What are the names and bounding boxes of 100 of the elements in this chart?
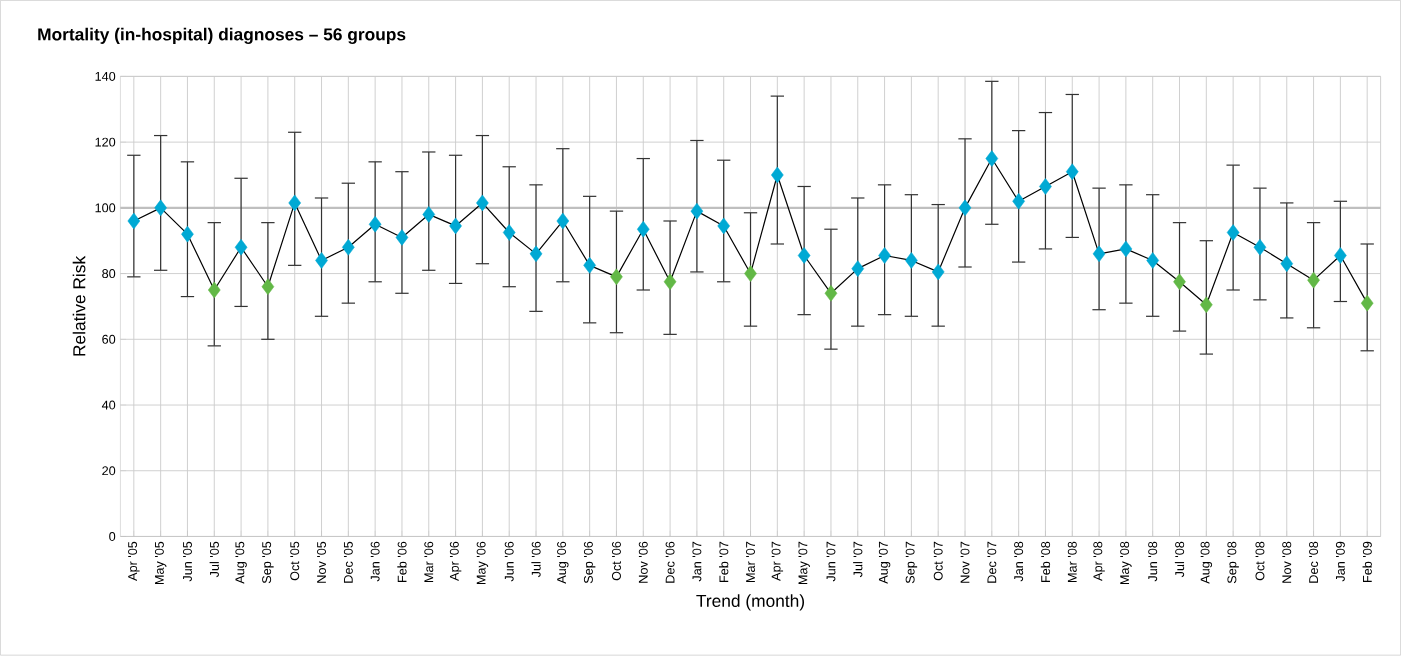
x-tick-label: Jan '09: [1335, 542, 1345, 582]
x-tick-label: May '06: [476, 541, 489, 585]
y-tick-label: 40: [101, 400, 116, 410]
x-tick-label: Apr '06: [449, 541, 462, 582]
x-tick-label: Feb '09: [1362, 542, 1372, 583]
x-tick-label: Nov '08: [1282, 541, 1292, 583]
point: [1173, 273, 1186, 291]
point: [610, 268, 623, 286]
point: [717, 217, 730, 235]
x-tick-label: Sep '05: [262, 541, 274, 584]
x-tick-label: Nov '06: [638, 541, 648, 583]
x-tick-label: Feb '08: [1040, 541, 1051, 583]
x-tick-label: Jun '06: [504, 541, 514, 582]
point: [181, 226, 194, 243]
x-tick-label: Nov '07: [960, 542, 970, 583]
point: [1039, 178, 1052, 195]
x-tick-label: Jul '06: [531, 541, 541, 578]
y-tick-label: 20: [102, 466, 116, 476]
x-axis-title: Trend (month): [696, 594, 805, 611]
x-tick-label: Jan '07: [692, 542, 702, 582]
x-tick-label: Sep '06: [583, 541, 596, 584]
x-tick-label: Jul '08: [1174, 541, 1185, 578]
x-tick-label: Apr '07: [771, 542, 784, 582]
x-tick-label: May '08: [1120, 541, 1132, 585]
point: [502, 224, 516, 241]
x-tick-label: Oct '08: [1255, 541, 1265, 581]
x-tick-label: Aug '07: [878, 542, 891, 584]
point: [127, 212, 141, 230]
point: [529, 245, 543, 263]
point: [395, 229, 409, 246]
y-tick-label: 140: [95, 72, 116, 82]
point: [288, 194, 301, 212]
y-tick-label: 80: [102, 269, 116, 279]
point: [1065, 163, 1079, 181]
point: [985, 150, 999, 168]
point: [1119, 240, 1133, 258]
point: [771, 166, 784, 184]
y-tick-label: 0: [109, 532, 116, 542]
y-axis-title: Relative Risk: [72, 256, 86, 356]
x-tick-label: Nov '05: [317, 541, 327, 583]
x-tick-label: Oct '07: [933, 542, 943, 581]
x-tick-label: Oct '05: [290, 541, 300, 581]
x-tick-label: Sep '08: [1227, 541, 1239, 584]
x-tick-label: Aug '05: [235, 541, 247, 584]
x-tick-label: Feb '06: [397, 541, 407, 583]
point: [1092, 245, 1106, 263]
x-tick-label: Apr '08: [1093, 541, 1105, 582]
point: [556, 212, 570, 230]
point: [208, 281, 221, 299]
y-tick-label: 100: [95, 203, 116, 213]
point: [824, 285, 838, 302]
x-tick-label: Dec '06: [665, 541, 675, 583]
point: [1307, 272, 1320, 289]
x-tick-label: Aug '06: [557, 541, 569, 584]
point: [1200, 296, 1213, 314]
x-tick-label: Dec '07: [987, 542, 997, 583]
point: [905, 252, 918, 269]
chart-title: Mortality (in-hospital) diagnoses – 56 groups: [38, 27, 406, 45]
point: [1226, 224, 1240, 241]
x-tick-label: May '07: [798, 542, 810, 585]
point: [261, 278, 275, 296]
point: [797, 247, 811, 264]
x-tick-label: Jun '08: [1148, 541, 1158, 582]
x-tick-label: Jul '05: [209, 541, 219, 578]
point: [958, 199, 972, 217]
x-tick-label: Jun '05: [182, 541, 192, 582]
y-tick-label: 120: [95, 137, 116, 147]
point: [851, 260, 865, 278]
x-tick-label: Apr '05: [128, 541, 140, 582]
x-tick-label: Mar '06: [424, 541, 434, 583]
point: [1012, 193, 1025, 210]
point: [663, 273, 677, 291]
x-tick-label: Aug '08: [1200, 541, 1213, 584]
x-tick-label: Jan '08: [1014, 541, 1024, 582]
point: [476, 194, 489, 212]
point: [1253, 239, 1267, 256]
point: [1360, 295, 1374, 312]
point: [449, 217, 462, 235]
point: [422, 206, 436, 223]
point: [744, 265, 757, 283]
point: [931, 263, 945, 281]
point: [154, 199, 167, 217]
x-tick-label: Dec '05: [343, 541, 353, 583]
x-tick-label: Jul '07: [853, 542, 863, 578]
point: [368, 216, 382, 233]
point: [690, 203, 704, 220]
point: [315, 252, 328, 269]
x-tick-label: Jun '07: [826, 542, 836, 582]
point: [1146, 252, 1159, 269]
point: [583, 257, 596, 274]
x-tick-label: Mar '07: [746, 542, 755, 583]
x-tick-label: Oct '06: [611, 541, 621, 581]
point: [342, 239, 355, 256]
point: [878, 247, 891, 264]
x-tick-label: Jan '06: [370, 541, 380, 582]
point: [637, 221, 650, 238]
y-tick-label: 60: [102, 335, 116, 344]
x-tick-label: May '05: [154, 541, 167, 585]
point: [1280, 255, 1294, 273]
point: [1334, 247, 1347, 264]
